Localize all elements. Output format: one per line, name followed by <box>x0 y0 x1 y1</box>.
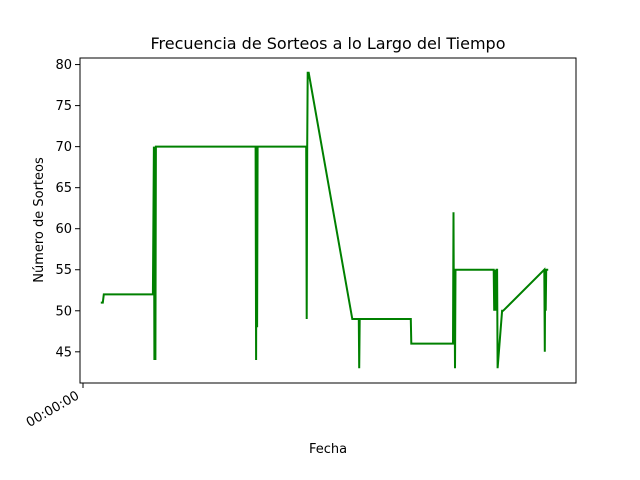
y-tick-label: 55 <box>55 263 72 278</box>
y-axis-ticks: 45 50 55 60 65 70 75 80 <box>55 58 80 360</box>
y-tick-label: 75 <box>55 99 72 114</box>
y-tick-label: 80 <box>55 58 72 73</box>
y-axis-label: Número de Sorteos <box>32 157 47 283</box>
y-tick-label: 70 <box>55 140 72 155</box>
y-tick-label: 65 <box>55 181 72 196</box>
y-tick-label: 50 <box>55 304 72 319</box>
chart-title: Frecuencia de Sorteos a lo Largo del Tie… <box>151 34 506 53</box>
plot-area <box>100 71 549 369</box>
series-line <box>100 71 549 369</box>
y-tick-label: 45 <box>55 345 72 360</box>
x-axis-label: Fecha <box>309 442 347 457</box>
axes-frame <box>79 57 577 384</box>
y-tick-label: 60 <box>55 222 72 237</box>
